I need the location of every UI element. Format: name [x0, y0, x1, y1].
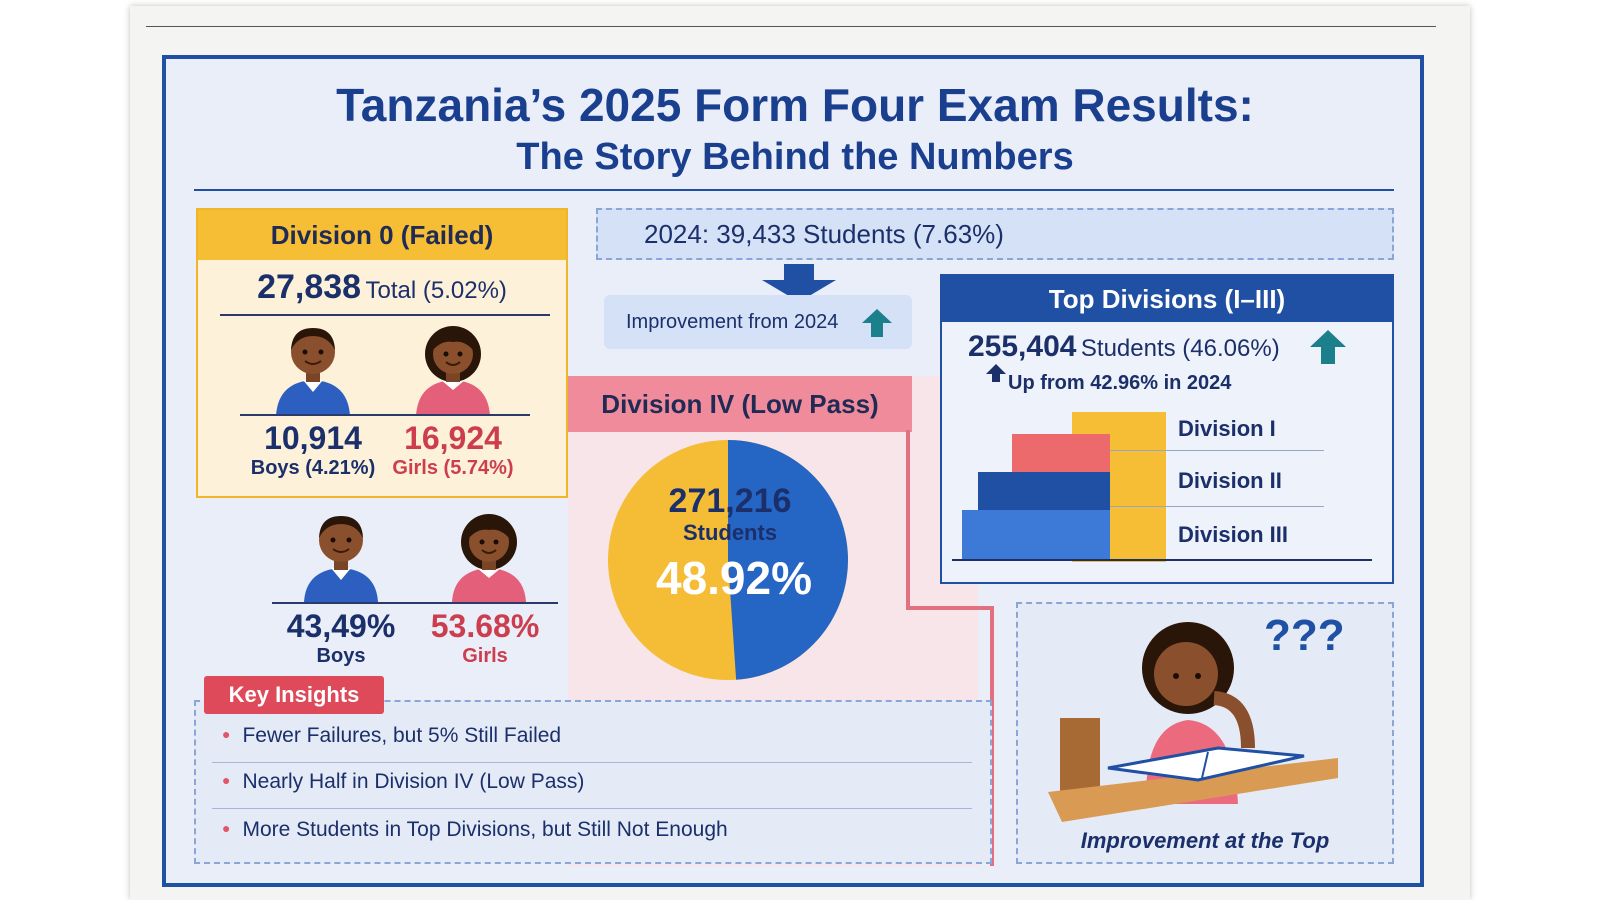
teal-up-arrow-icon — [1310, 330, 1346, 364]
insight-item: More Students in Top Divisions, but Stil… — [222, 818, 727, 842]
girl-icon — [416, 326, 490, 416]
division-ii-label: Division II — [1178, 468, 1282, 493]
studying-girl-illustration: ??? — [1048, 611, 1345, 822]
title-divider — [194, 189, 1394, 191]
girl-icon-2 — [452, 514, 526, 602]
boys-failed-label: Boys (4.21%) — [250, 457, 376, 479]
division-0-header: Division 0 (Failed) — [198, 210, 566, 260]
key-insights-box: Fewer Failures, but 5% Still Failed Near… — [194, 700, 992, 864]
boys-failed-value: 10,914 — [264, 420, 362, 456]
subtitle: The Story Behind the Numbers — [516, 136, 1074, 178]
division-0-card: Division 0 (Failed) 27,838 Total (5.02%)… — [196, 208, 568, 498]
insight-divider — [212, 808, 972, 809]
pie-division-4-slice — [728, 440, 848, 680]
boy-icon-2 — [304, 516, 378, 602]
division-0-total-label: Total (5.02%) — [365, 277, 507, 304]
key-insights-header: Key Insights — [204, 676, 384, 714]
top-divisions-value: 255,404 — [968, 330, 1077, 363]
study-illustration-card: ??? Improvement at the Top — [1016, 602, 1394, 864]
boy-icon — [276, 328, 350, 416]
girls-division-4-label: Girls — [462, 645, 508, 667]
top-divisions-label: Students (46.06%) — [1080, 335, 1280, 362]
top-rule — [146, 26, 1436, 27]
insight-item: Fewer Failures, but 5% Still Failed — [222, 724, 561, 748]
top-divisions-change: Up from 42.96% in 2024 — [1008, 372, 1232, 394]
insight-item: Nearly Half in Division IV (Low Pass) — [222, 770, 584, 794]
girls-division-4-percent: 53.68% — [430, 608, 540, 644]
girls-division-4-stat: 53.68% Girls — [410, 608, 560, 668]
division-ii-top-bar — [1012, 434, 1110, 474]
girls-failed-label: Girls (5.74%) — [392, 457, 514, 479]
division-0-total-value: 27,838 — [257, 268, 362, 306]
division-ii-bar — [978, 472, 1110, 512]
boys-division-4-stat: 43,49% Boys — [266, 608, 416, 668]
boys-failed-stat: 10,914 Boys (4.21%) — [238, 420, 388, 480]
division-4-pie-chart: 271,216 Students 48.92% — [608, 440, 848, 680]
boys-division-4-label: Boys — [316, 645, 366, 667]
study-caption: Improvement at the Top — [1080, 828, 1330, 853]
top-divisions-stat: 255,404 Students (46.06%) — [968, 330, 1280, 364]
up-arrow-icon — [862, 309, 892, 337]
top-divisions-card: Top Divisions (I–III) 255,404 Students (… — [940, 274, 1394, 584]
results-2024-bar: 2024: 39,433 Students (7.63%) — [596, 208, 1394, 260]
division-0-rule — [220, 314, 550, 316]
division-4-students-value: 271,216 — [669, 482, 792, 520]
division-4-border — [906, 430, 910, 610]
boys-division-4-percent: 43,49% — [286, 608, 396, 644]
division-4-header: Division IV (Low Pass) — [568, 376, 912, 432]
division-ii-line — [1110, 506, 1324, 507]
divisions-bar-graphic — [952, 412, 1372, 562]
question-marks-icon: ??? — [1264, 611, 1345, 660]
improvement-badge: Improvement from 2024 — [604, 295, 912, 349]
division-4-border-lower — [990, 606, 994, 866]
small-up-arrow-icon — [986, 364, 1006, 382]
division-iii-label: Division III — [1178, 522, 1289, 547]
girls-failed-stat: 16,924 Girls (5.74%) — [378, 420, 528, 480]
improvement-label: Improvement from 2024 — [626, 311, 839, 333]
division-iii-bar — [962, 510, 1110, 560]
main-title: Tanzania’s 2025 Form Four Exam Results: — [336, 79, 1254, 131]
division-0-figure-rule — [240, 414, 530, 416]
division-4-border-step — [906, 606, 992, 610]
insight-divider — [212, 762, 972, 763]
top-divisions-header: Top Divisions (I–III) — [942, 276, 1392, 322]
down-arrow-icon — [762, 264, 836, 302]
girls-failed-value: 16,924 — [404, 420, 502, 456]
division-4-figure-rule — [272, 602, 558, 604]
division-4-percent: 48.92% — [656, 552, 812, 604]
division-0-total: 27,838 Total (5.02%) — [198, 268, 566, 307]
division-i-label: Division I — [1178, 416, 1276, 441]
division-i-line — [1110, 450, 1324, 451]
division-4-students-label: Students — [683, 520, 777, 545]
